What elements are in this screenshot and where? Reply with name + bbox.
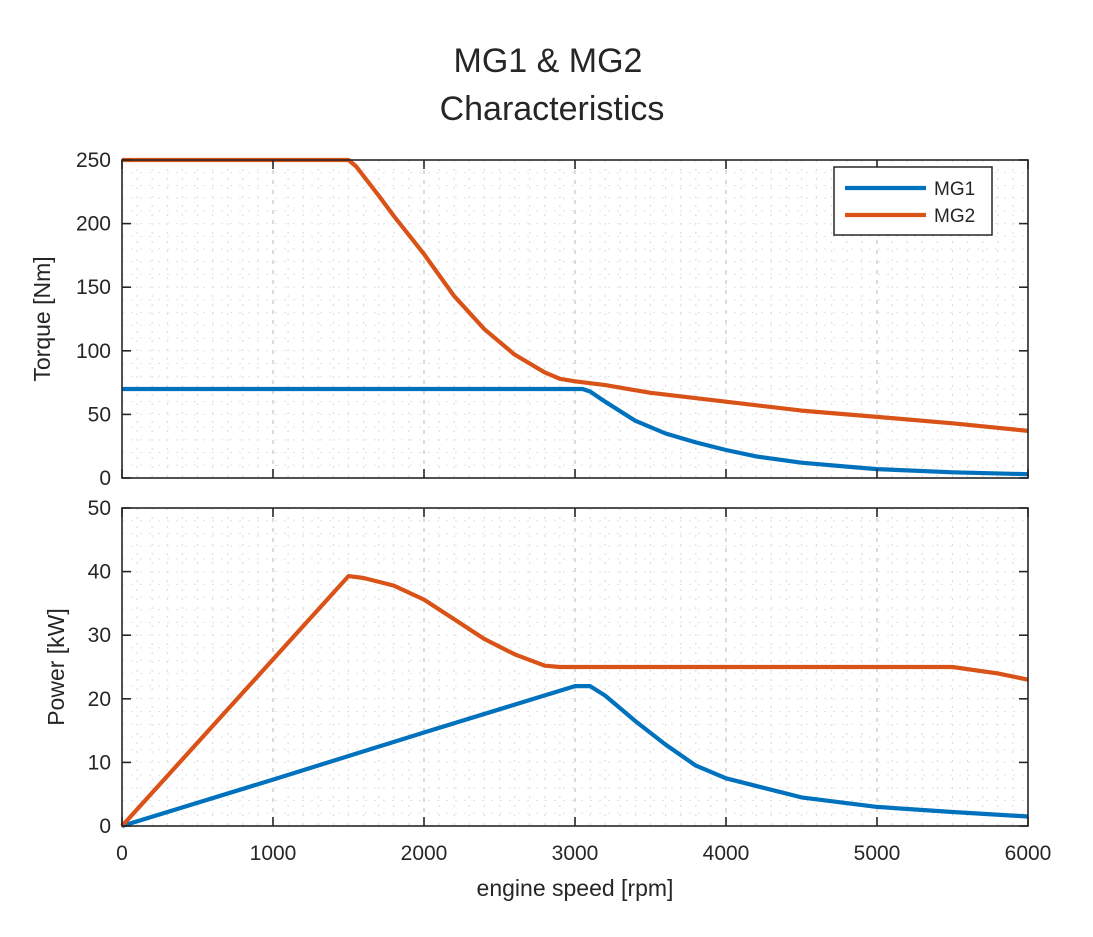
y-tick-label: 0 [99,467,111,490]
y-axis-label: Power [kW] [43,608,69,726]
legend-box [833,166,993,236]
x-tick-label: 0 [116,842,128,865]
x-tick-label: 1000 [250,842,297,865]
y-axis-label: Torque [Nm] [29,256,55,381]
series-line-mg1 [121,683,1029,829]
y-tick-label: 150 [76,276,111,299]
y-tick-label: 20 [88,688,111,711]
y-tick-label: 50 [88,497,111,520]
y-tick-label: 100 [76,340,111,363]
y-tick-label: 40 [88,561,111,584]
y-tick-label: 250 [76,149,111,172]
series-line-mg1 [122,386,1029,477]
chart-title-line-1: MG1 & MG2 [454,42,643,80]
x-tick-label: 5000 [854,842,901,865]
y-tick-label: 200 [76,213,111,236]
series-line-mg2 [120,573,1029,828]
x-tick-label: 4000 [703,842,750,865]
y-tick-label: 50 [88,403,111,426]
grid-lines [122,508,1028,826]
x-tick-label: 6000 [1005,842,1052,865]
subplot-2: 0 1000 2000 3000 4000 5000 6000 0 10 20 30 40 50 Powe… [43,497,1051,901]
y-tick-label: 10 [88,751,111,774]
chart-title-line-2: Characteristics [440,90,665,128]
y-tick-label: 30 [88,624,111,647]
y-tick-label: 0 [99,815,111,838]
legend-label-mg2: MG2 [934,206,975,227]
x-axis-label: engine speed [rpm] [477,875,674,901]
legend-label-mg1: MG1 [934,179,975,200]
x-tick-label: 3000 [552,842,599,865]
series-line-mg2 [122,157,1029,433]
x-tick-label: 2000 [401,842,448,865]
